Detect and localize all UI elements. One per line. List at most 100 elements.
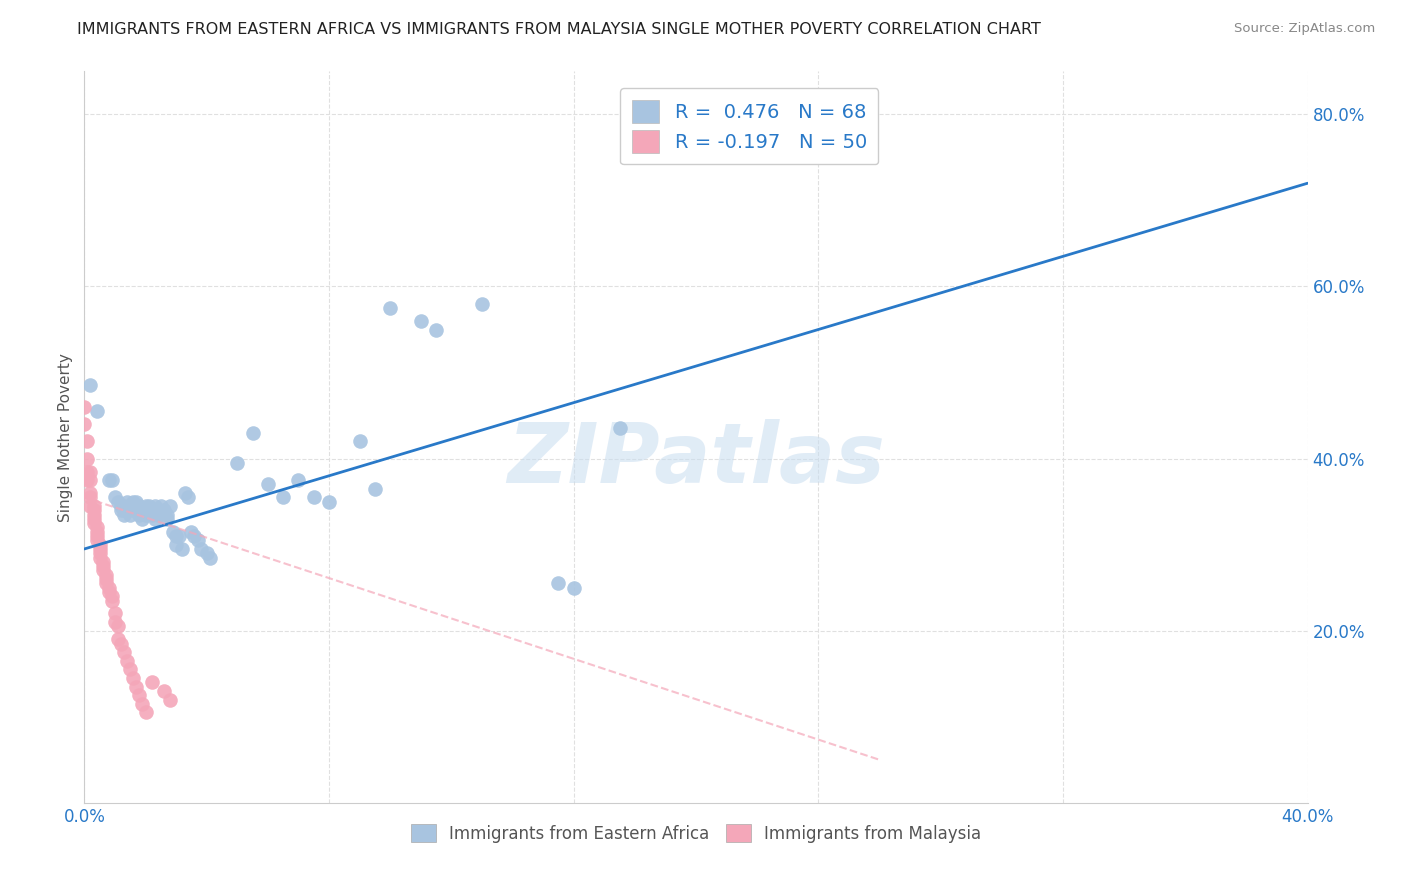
Point: [131, 503, 153, 517]
Point: [86, 533, 108, 548]
Point: [83, 508, 105, 522]
Point: [79, 473, 101, 487]
Point: [97, 585, 120, 599]
Point: [165, 538, 187, 552]
Point: [135, 508, 157, 522]
Point: [120, 499, 142, 513]
Point: [131, 512, 153, 526]
Point: [153, 684, 176, 698]
Point: [125, 503, 148, 517]
Point: [73, 400, 96, 414]
Point: [271, 491, 294, 505]
Point: [156, 512, 179, 526]
Point: [104, 615, 127, 629]
Point: [146, 503, 169, 517]
Point: [425, 322, 447, 336]
Point: [94, 572, 117, 586]
Point: [112, 508, 135, 522]
Point: [562, 581, 585, 595]
Point: [242, 425, 264, 440]
Point: [195, 546, 218, 560]
Point: [609, 421, 631, 435]
Point: [86, 404, 108, 418]
Point: [159, 499, 181, 513]
Point: [79, 465, 101, 479]
Point: [89, 550, 111, 565]
Point: [101, 593, 124, 607]
Point: [167, 529, 190, 543]
Point: [76, 434, 98, 449]
Point: [89, 541, 111, 556]
Legend: Immigrants from Eastern Africa, Immigrants from Malaysia: Immigrants from Eastern Africa, Immigran…: [404, 818, 988, 849]
Point: [141, 675, 163, 690]
Point: [97, 581, 120, 595]
Point: [122, 494, 145, 508]
Point: [143, 512, 166, 526]
Point: [177, 491, 200, 505]
Point: [364, 482, 387, 496]
Point: [112, 499, 135, 513]
Point: [138, 503, 160, 517]
Point: [149, 499, 172, 513]
Point: [349, 434, 371, 449]
Point: [115, 654, 138, 668]
Point: [190, 541, 212, 556]
Point: [86, 520, 108, 534]
Point: [101, 589, 124, 603]
Point: [141, 508, 163, 522]
Point: [79, 491, 101, 505]
Point: [94, 567, 117, 582]
Text: ZIPatlas: ZIPatlas: [508, 418, 884, 500]
Point: [115, 494, 138, 508]
Point: [174, 486, 197, 500]
Point: [104, 607, 127, 621]
Point: [153, 503, 176, 517]
Point: [287, 473, 309, 487]
Point: [156, 508, 179, 522]
Point: [131, 697, 153, 711]
Point: [143, 499, 166, 513]
Point: [112, 645, 135, 659]
Point: [83, 503, 105, 517]
Point: [180, 524, 202, 539]
Point: [120, 508, 142, 522]
Point: [112, 503, 135, 517]
Point: [125, 680, 148, 694]
Text: IMMIGRANTS FROM EASTERN AFRICA VS IMMIGRANTS FROM MALAYSIA SINGLE MOTHER POVERTY: IMMIGRANTS FROM EASTERN AFRICA VS IMMIGR…: [77, 22, 1042, 37]
Point: [128, 688, 150, 702]
Point: [83, 512, 105, 526]
Point: [110, 503, 132, 517]
Point: [91, 564, 114, 578]
Point: [159, 692, 181, 706]
Point: [135, 499, 157, 513]
Y-axis label: Single Mother Poverty: Single Mother Poverty: [58, 352, 73, 522]
Point: [76, 465, 98, 479]
Point: [172, 541, 194, 556]
Point: [128, 508, 150, 522]
Point: [107, 619, 129, 633]
Point: [141, 503, 163, 517]
Point: [83, 499, 105, 513]
Point: [122, 503, 145, 517]
Point: [409, 314, 432, 328]
Point: [120, 662, 142, 676]
Point: [128, 499, 150, 513]
Point: [122, 499, 145, 513]
Point: [79, 486, 101, 500]
Point: [380, 301, 402, 315]
Point: [547, 576, 569, 591]
Point: [91, 559, 114, 574]
Point: [257, 477, 280, 491]
Point: [110, 499, 132, 513]
Point: [162, 524, 184, 539]
Point: [76, 473, 98, 487]
Point: [86, 529, 108, 543]
Point: [104, 491, 127, 505]
Point: [183, 529, 205, 543]
Point: [198, 550, 221, 565]
Point: [101, 473, 124, 487]
Point: [73, 417, 96, 432]
Point: [302, 491, 325, 505]
Point: [146, 508, 169, 522]
Point: [115, 503, 138, 517]
